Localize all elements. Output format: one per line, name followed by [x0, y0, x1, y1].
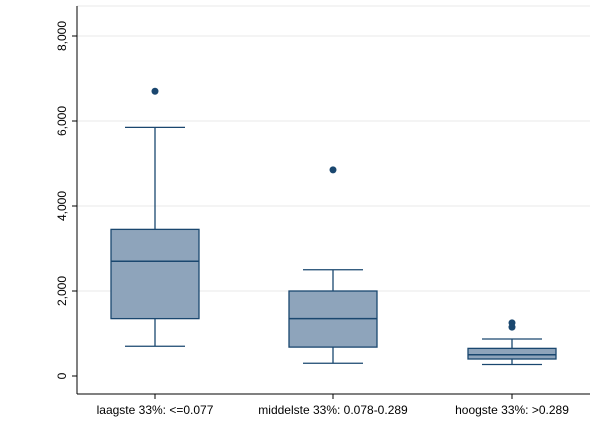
y-tick-label: 8,000	[55, 21, 69, 51]
iqr-box	[110, 228, 200, 320]
grid-lines	[77, 5, 590, 292]
tick-labels: 0 2,000 4,000 6,000 8,000 laagste 33%: <=0.07…	[55, 21, 569, 417]
boxes	[110, 87, 557, 366]
iqr-box	[467, 347, 557, 360]
outlier-point	[329, 166, 337, 174]
outlier-point	[508, 323, 516, 331]
y-tick-label: 0	[55, 372, 69, 379]
axes	[72, 6, 590, 399]
x-tick-label: hoogste 33%: >0.289	[455, 403, 569, 417]
box-0	[110, 87, 200, 347]
x-tick-label: middelste 33%: 0.078-0.289	[258, 403, 408, 417]
box-2	[467, 319, 557, 366]
y-tick-label: 6,000	[55, 106, 69, 136]
y-tick-label: 4,000	[55, 191, 69, 221]
outlier-point	[151, 87, 159, 95]
y-tick-label: 2,000	[55, 276, 69, 306]
box-1	[288, 166, 378, 364]
x-tick-label: laagste 33%: <=0.077	[97, 403, 214, 417]
